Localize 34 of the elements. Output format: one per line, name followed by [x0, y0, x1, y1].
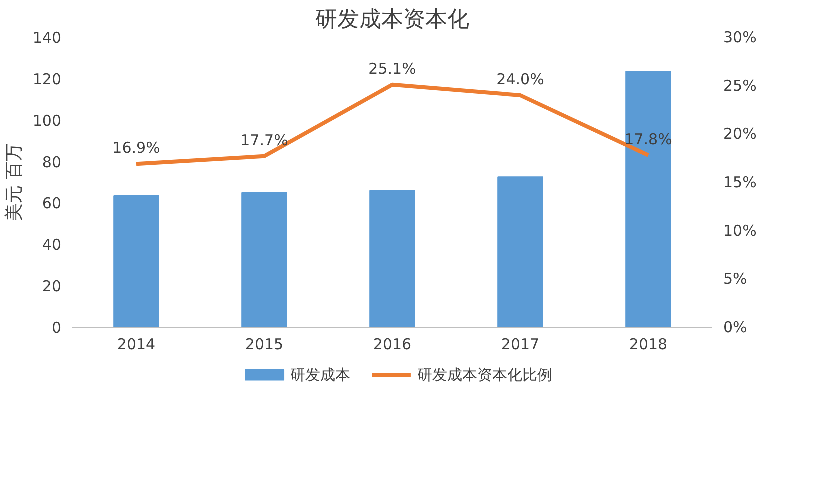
y-tick-label: 20: [42, 278, 62, 296]
data-label: 16.9%: [112, 139, 160, 158]
legend-label: 研发成本: [290, 366, 350, 384]
y-tick-label: 100: [32, 112, 62, 130]
y-tick-label: 120: [32, 70, 62, 88]
y-axis-title: 美元 百万: [4, 144, 25, 222]
legend-label: 研发成本资本化比例: [417, 366, 552, 384]
y2-tick-label: 0%: [724, 318, 748, 336]
y2-tick-label: 10%: [724, 222, 757, 240]
y2-tick-label: 25%: [724, 76, 757, 95]
y2-tick-label: 30%: [724, 28, 757, 46]
x-tick-label: 2015: [245, 336, 284, 354]
data-label: 17.7%: [240, 131, 288, 150]
bar: [242, 192, 288, 328]
data-label: 17.8%: [624, 130, 672, 148]
bar: [370, 190, 416, 328]
y-tick-label: 60: [42, 194, 62, 213]
y2-tick-label: 15%: [724, 174, 757, 192]
y-tick-label: 0: [52, 319, 62, 337]
y-tick-label: 140: [32, 29, 62, 47]
y-tick-label: 40: [42, 236, 62, 254]
x-tick-label: 2014: [117, 336, 156, 354]
y2-tick-label: 5%: [724, 270, 748, 288]
x-tick-label: 2016: [373, 336, 412, 354]
bar: [114, 195, 160, 328]
x-tick-label: 2017: [501, 336, 540, 354]
data-label: 24.0%: [496, 70, 544, 88]
x-tick-label: 2018: [629, 336, 668, 354]
data-label: 25.1%: [368, 60, 416, 78]
y2-tick-label: 20%: [724, 125, 757, 144]
bar: [498, 176, 544, 328]
bar: [626, 71, 672, 328]
chart-title: 研发成本资本化: [316, 8, 470, 32]
y-tick-label: 80: [42, 153, 62, 172]
